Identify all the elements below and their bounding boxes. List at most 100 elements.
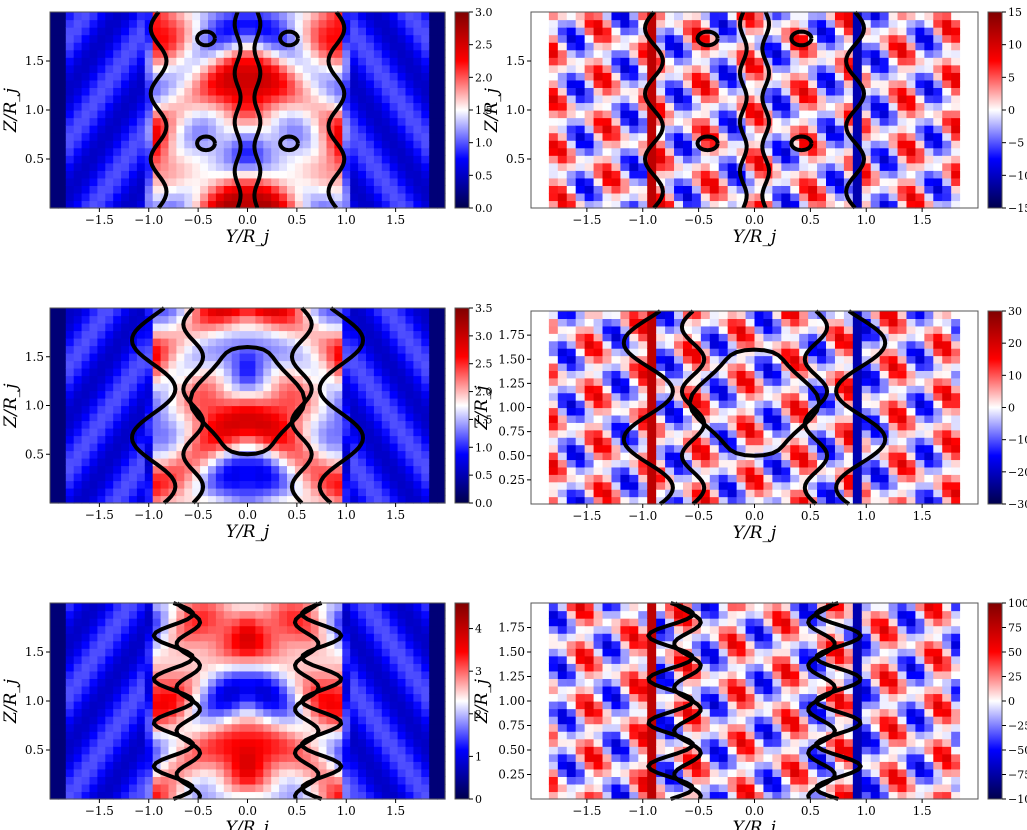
heatmap-cell (144, 117, 154, 126)
heatmap-cell (294, 132, 304, 141)
heatmap-cell (65, 375, 75, 384)
heatmap-cell (310, 87, 320, 96)
heatmap-cell (665, 102, 675, 111)
heatmap-cell (727, 459, 738, 468)
heatmap-cell (718, 110, 729, 119)
heatmap-cell (65, 64, 75, 73)
heatmap-cell (575, 102, 586, 111)
heatmap-cell (65, 34, 75, 43)
heatmap-cell (709, 489, 720, 498)
heatmap-cell (89, 27, 98, 36)
heatmap-cell (843, 19, 854, 28)
heatmap-cell (389, 125, 399, 134)
heatmap-cell (105, 27, 114, 36)
heatmap-cell (566, 34, 577, 43)
heatmap-cell (113, 147, 122, 156)
heatmap-cell (629, 400, 639, 409)
heatmap-cell (745, 377, 756, 386)
heatmap-cell (531, 370, 541, 379)
heatmap-cell (121, 323, 130, 332)
heatmap-cell (405, 330, 414, 339)
heatmap-cell (271, 443, 280, 452)
heatmap-cell (736, 333, 747, 342)
heatmap-cell (852, 392, 863, 401)
heatmap-cell (342, 360, 351, 369)
heatmap-cell (566, 466, 577, 475)
heatmap-cell (906, 140, 917, 149)
heatmap-cell (89, 338, 98, 347)
heatmap-cell (575, 192, 586, 202)
heatmap-cell (790, 102, 800, 111)
heatmap-cell (152, 428, 162, 437)
heatmap-cell (709, 496, 720, 505)
heatmap-cell (852, 422, 863, 431)
heatmap-cell (790, 325, 800, 334)
heatmap-cell (342, 57, 351, 66)
heatmap-cell (89, 94, 98, 104)
heatmap-cell (247, 308, 256, 317)
heatmap-cell (263, 140, 272, 149)
heatmap-cell (358, 405, 367, 414)
heatmap-cell (834, 140, 845, 149)
heatmap-cell (691, 147, 702, 156)
heatmap-cell (772, 192, 782, 202)
heatmap-cell (294, 315, 304, 324)
heatmap-cell (539, 125, 550, 134)
heatmap-cell (593, 102, 604, 111)
heatmap-cell (593, 355, 604, 364)
heatmap-cell (136, 102, 146, 111)
heatmap-cell (310, 140, 320, 149)
heatmap-cell (629, 140, 639, 149)
heatmap-cell (539, 437, 550, 446)
heatmap-cell (557, 481, 568, 490)
heatmap-cell (897, 64, 908, 73)
heatmap-cell (575, 318, 586, 327)
heatmap-cell (531, 79, 541, 88)
heatmap-cell (397, 368, 407, 377)
heatmap-cell (754, 429, 765, 438)
heatmap-cell (754, 318, 765, 327)
heatmap-cell (727, 355, 738, 364)
heatmap-cell (247, 72, 256, 81)
heatmap-cell (223, 102, 233, 111)
heatmap-cell (629, 311, 639, 320)
heatmap-cell (593, 318, 604, 327)
heatmap-cell (105, 353, 114, 362)
heatmap-cell (294, 375, 304, 384)
heatmap-cell (152, 368, 162, 377)
heatmap-cell (366, 132, 375, 141)
heatmap-cell (656, 34, 666, 43)
heatmap-cell (924, 102, 934, 111)
heatmap-cell (718, 155, 729, 164)
heatmap-cell (294, 443, 304, 452)
heatmap-cell (326, 147, 335, 156)
heatmap-cell (184, 405, 193, 414)
heatmap-cell (852, 489, 863, 498)
heatmap-cell (531, 27, 541, 36)
heatmap-cell (287, 12, 296, 21)
heatmap-cell (263, 64, 272, 73)
heatmap-cell (136, 200, 146, 209)
heatmap-cell (772, 117, 782, 126)
heatmap-cell (763, 140, 773, 149)
colorbar-tick-label: 5 (1008, 71, 1015, 84)
heatmap-cell (656, 489, 666, 498)
heatmap-cell (754, 377, 765, 386)
heatmap-cell (709, 466, 720, 475)
heatmap-cell (358, 177, 367, 186)
heatmap-cell (870, 87, 881, 96)
heatmap-cell (389, 323, 399, 332)
heatmap-cell (539, 162, 550, 171)
heatmap-cell (421, 34, 430, 43)
heatmap-cell (247, 428, 256, 437)
heatmap-cell (548, 370, 559, 379)
heatmap-cell (405, 102, 414, 111)
heatmap-cell (413, 450, 422, 459)
x-tick-label: 1.0 (857, 213, 876, 227)
heatmap-cell (718, 362, 729, 371)
heatmap-cell (647, 489, 657, 498)
heatmap-cell (691, 185, 702, 194)
heatmap-cell (176, 42, 185, 51)
heatmap-cell (279, 330, 288, 339)
heatmap-cell (763, 459, 773, 468)
